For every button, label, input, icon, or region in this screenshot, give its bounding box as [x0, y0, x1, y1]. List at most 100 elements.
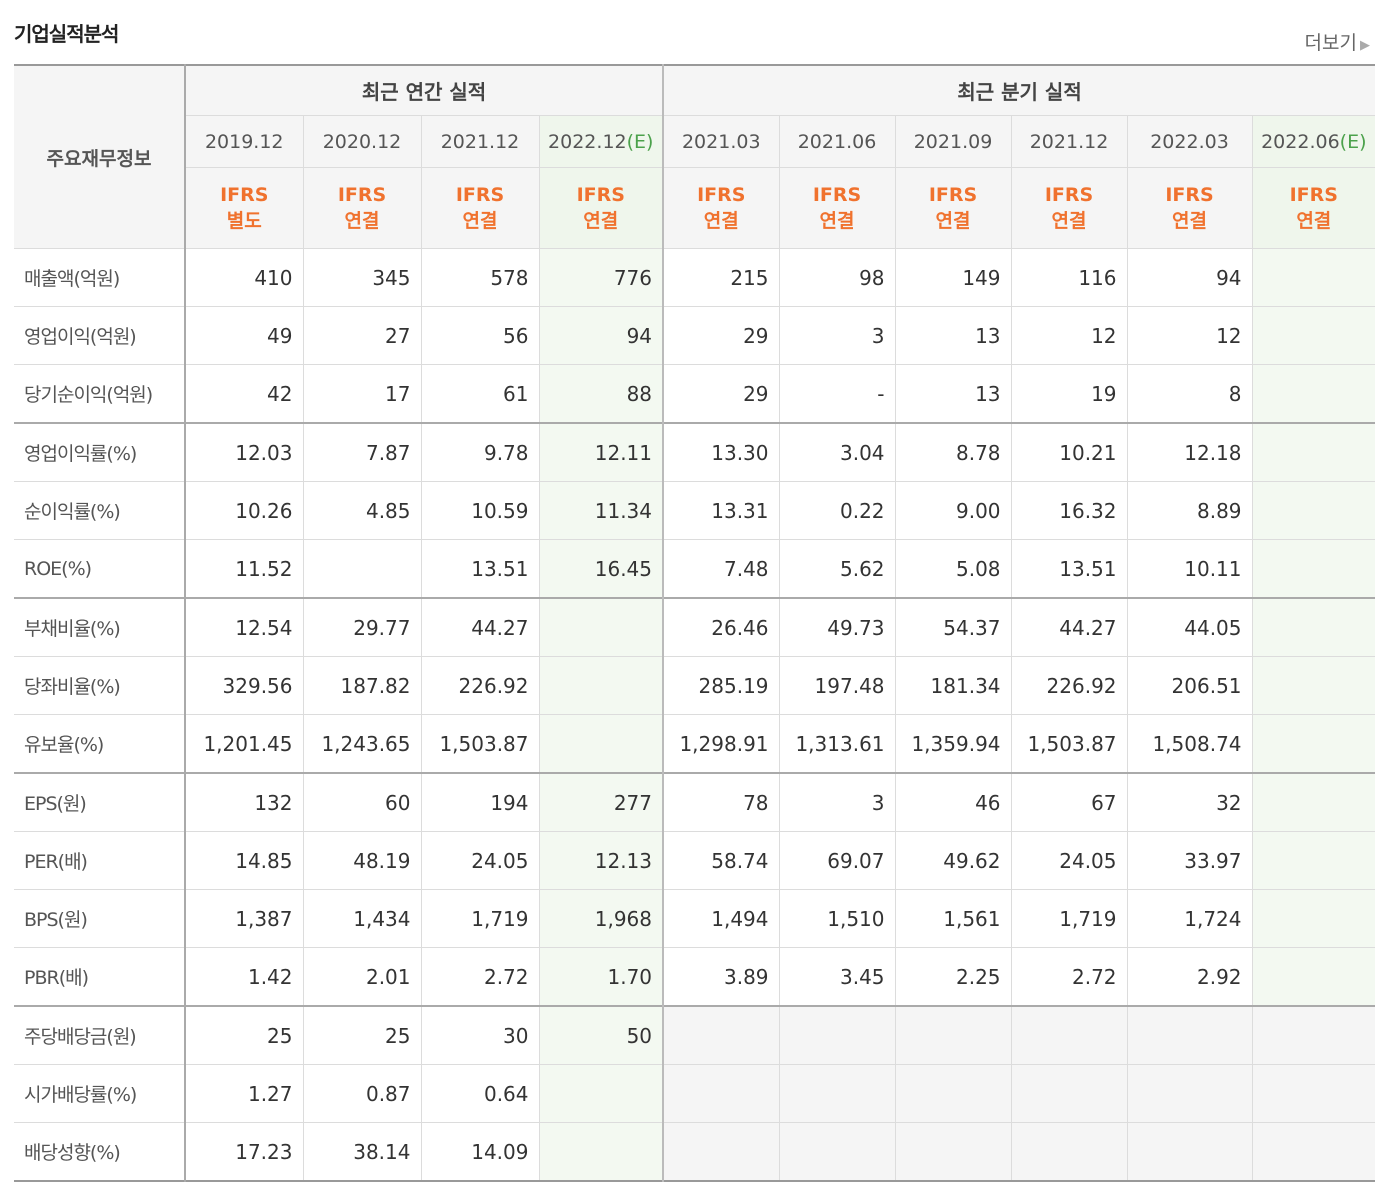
value-cell [1251, 1122, 1376, 1182]
value-cell [662, 1005, 780, 1065]
accounting-header: IFRS 연결 [302, 167, 422, 249]
value-cell: 88 [538, 364, 664, 424]
value-cell: 578 [420, 248, 540, 307]
basis: 연결 [819, 210, 855, 232]
estimate-mark: (E) [1339, 130, 1367, 153]
accounting-header: IFRS 연결 [1251, 167, 1376, 249]
data-row: 영업이익률(%) 12.03 7.87 9.78 12.11 13.30 3.04 8.78 1… [14, 422, 1376, 482]
value-cell: 94 [1126, 248, 1253, 307]
period-header: 2022.06(E) [1251, 115, 1376, 168]
value-cell: 1,243.65 [302, 714, 422, 774]
basis: 별도 [226, 210, 262, 232]
value-cell: 60 [302, 772, 422, 832]
value-cell: 1,561 [894, 889, 1012, 948]
accounting-header: IFRS 연결 [1010, 167, 1128, 249]
period-header: 2020.12 [302, 115, 422, 168]
value-cell: 1.27 [184, 1064, 304, 1123]
data-row: 순이익률(%) 10.26 4.85 10.59 11.34 13.31 0.22 9.00 1… [14, 481, 1376, 540]
value-cell: 181.34 [894, 656, 1012, 715]
row-label: BPS(원) [14, 889, 186, 948]
value-cell: 226.92 [420, 656, 540, 715]
value-cell: 1,434 [302, 889, 422, 948]
value-cell [1251, 1005, 1376, 1065]
value-cell: 11.34 [538, 481, 664, 540]
value-cell [1251, 947, 1376, 1007]
group-header: 최근 분기 실적 [662, 64, 1376, 116]
value-cell [538, 656, 664, 715]
value-cell: 8.89 [1126, 481, 1253, 540]
value-cell: 1,201.45 [184, 714, 304, 774]
data-row: 유보율(%) 1,201.45 1,243.65 1,503.87 1,298.91 1,… [14, 714, 1376, 774]
more-link[interactable]: 더보기 ▶ [1305, 28, 1370, 55]
standard: IFRS [1044, 184, 1094, 206]
value-cell: 44.27 [1010, 597, 1128, 657]
more-text[interactable]: 더보기 [1304, 32, 1357, 54]
value-cell: 30 [420, 1005, 540, 1065]
value-cell: 50 [538, 1005, 664, 1065]
period-header: 2019.12 [185, 115, 304, 168]
value-cell: 61 [420, 364, 540, 424]
value-cell: 1,719 [1010, 889, 1128, 948]
value-cell: 7.87 [302, 422, 422, 482]
data-row: 매출액(억원) 410 345 578 776 215 98 149 116 94 [14, 248, 1376, 307]
value-cell [894, 1064, 1012, 1123]
value-cell: 3.45 [778, 947, 896, 1007]
value-cell: 345 [302, 248, 422, 307]
accounting-header: IFRS 연결 [420, 167, 540, 249]
value-cell: 5.08 [894, 539, 1012, 599]
value-cell: 12 [1126, 306, 1253, 365]
basis: 연결 [935, 210, 971, 232]
period: 2022.12 [548, 130, 627, 153]
value-cell: 0.87 [302, 1064, 422, 1123]
value-cell: 94 [538, 306, 664, 365]
estimate-mark: (E) [626, 130, 654, 153]
value-cell [778, 1005, 896, 1065]
value-cell: 17.23 [184, 1122, 304, 1182]
standard: IFRS [455, 184, 505, 206]
accounting-header: IFRS 연결 [538, 167, 664, 249]
value-cell: 19 [1010, 364, 1128, 424]
data-row: 영업이익(억원) 49 27 56 94 29 3 13 12 12 [14, 306, 1376, 365]
accounting-header: IFRS 별도 [185, 167, 304, 249]
row-label: 영업이익률(%) [14, 422, 186, 482]
row-label: EPS(원) [14, 772, 186, 832]
header-row: 주요재무정보 최근 연간 실적 최근 분기 실적 [14, 64, 1376, 249]
value-cell: 14.09 [420, 1122, 540, 1182]
value-cell [1251, 306, 1376, 365]
period: 2019.12 [204, 130, 284, 153]
value-cell: 48.19 [302, 831, 422, 890]
standard: IFRS [1165, 184, 1214, 206]
value-cell: 17 [302, 364, 422, 424]
value-cell [662, 1122, 780, 1182]
data-row: 주당배당금(원) 25 25 30 50 [14, 1005, 1376, 1065]
value-cell: 1,510 [778, 889, 896, 948]
value-cell: 25 [302, 1005, 422, 1065]
row-label: 유보율(%) [14, 714, 186, 774]
value-cell: 8 [1126, 364, 1253, 424]
value-cell: 1,494 [662, 889, 780, 948]
value-cell: 16.45 [538, 539, 664, 599]
period-header: 2021.06 [778, 115, 896, 168]
value-cell: 1.42 [184, 947, 304, 1007]
row-label: 당기순이익(억원) [14, 364, 186, 424]
value-cell [1251, 714, 1376, 774]
row-label: ROE(%) [14, 539, 186, 599]
value-cell [1251, 597, 1376, 657]
value-cell [1251, 364, 1376, 424]
value-cell: 26.46 [662, 597, 780, 657]
value-cell: 49.73 [778, 597, 896, 657]
standard: IFRS [337, 184, 387, 206]
row-label: 주당배당금(원) [14, 1005, 186, 1065]
value-cell: 69.07 [778, 831, 896, 890]
value-cell: 13.30 [662, 422, 780, 482]
value-cell: 3.89 [662, 947, 780, 1007]
period: 2022.06 [1261, 130, 1340, 153]
value-cell: 29 [662, 364, 780, 424]
period-header: 2021.12 [1010, 115, 1128, 168]
value-cell [538, 1122, 664, 1182]
value-cell: 42 [184, 364, 304, 424]
value-cell: 116 [1010, 248, 1128, 307]
period: 2020.12 [322, 130, 402, 153]
value-cell [1010, 1005, 1128, 1065]
